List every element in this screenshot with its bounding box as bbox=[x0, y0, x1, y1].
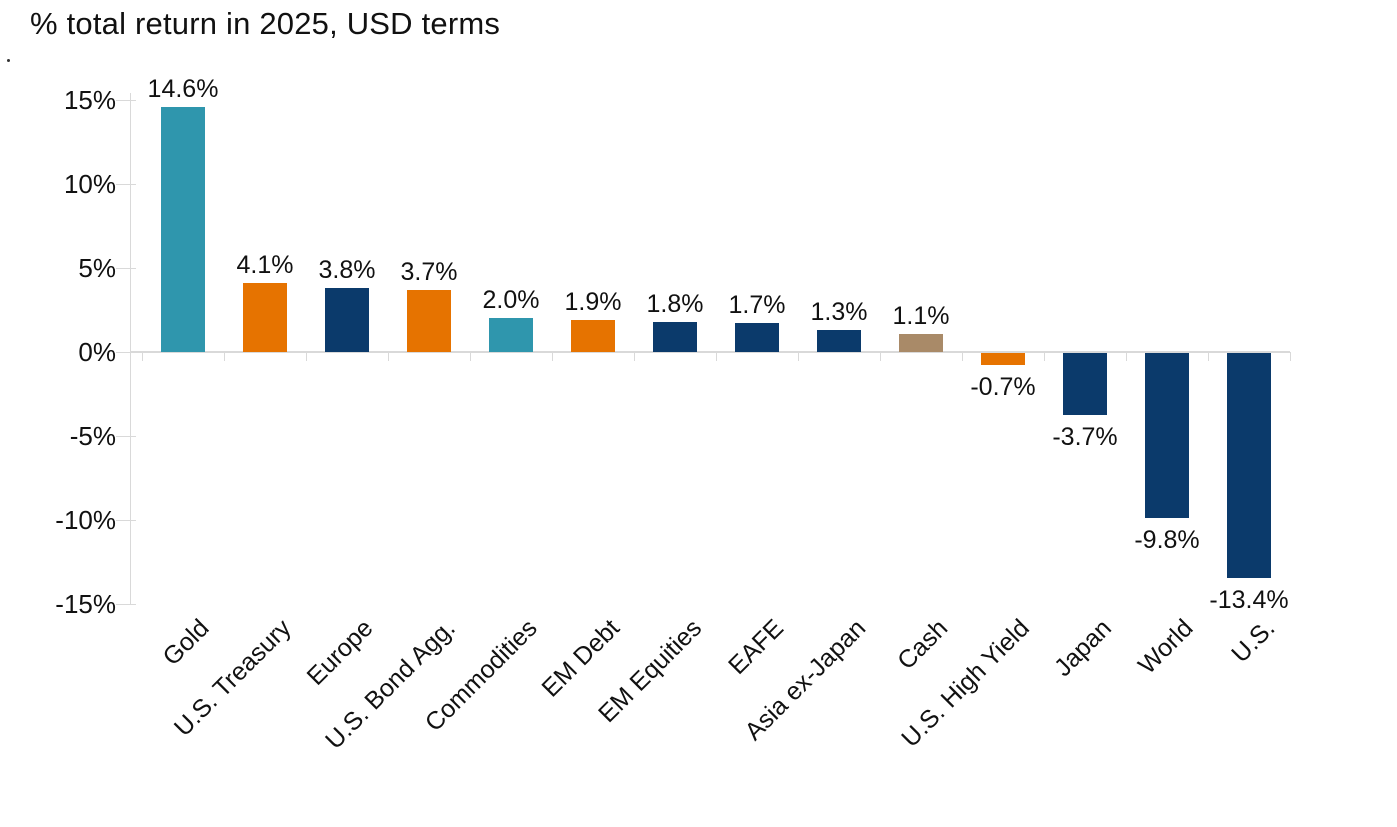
x-axis-label-eafe: EAFE bbox=[722, 614, 789, 680]
bar-japan bbox=[1063, 353, 1107, 416]
bar-world bbox=[1145, 353, 1189, 518]
x-axis-label-gold: Gold bbox=[157, 614, 215, 672]
bar-value-label: 1.3% bbox=[810, 298, 868, 327]
x-axis-tick bbox=[1126, 352, 1127, 361]
bar-value-label: -0.7% bbox=[970, 372, 1036, 401]
bar-value-label: 1.8% bbox=[646, 289, 704, 318]
bar-value-label: 1.9% bbox=[564, 288, 622, 317]
y-axis-tick bbox=[116, 352, 136, 353]
bar-u-s-high-yield bbox=[981, 353, 1025, 365]
bar-commodities bbox=[489, 318, 533, 352]
y-axis-tick-label: -10% bbox=[55, 505, 116, 535]
y-axis-tick-label: -5% bbox=[69, 421, 116, 451]
y-axis-tick-label: 5% bbox=[78, 253, 116, 283]
x-axis-tick bbox=[798, 352, 799, 361]
chart-title: % total return in 2025, USD terms bbox=[30, 6, 501, 41]
x-axis-tick bbox=[1290, 352, 1291, 361]
bar-u-s-treasury bbox=[243, 283, 287, 352]
x-axis-tick bbox=[552, 352, 553, 361]
y-axis-tick-label: -15% bbox=[55, 589, 116, 619]
x-axis-tick bbox=[1208, 352, 1209, 361]
y-axis-tick bbox=[116, 436, 136, 437]
x-axis-label-europe: Europe bbox=[301, 614, 379, 691]
bar-em-debt bbox=[571, 320, 615, 352]
bar-eafe bbox=[735, 323, 779, 352]
bar-cash bbox=[899, 333, 943, 352]
bar-em-equities bbox=[653, 321, 697, 352]
bar-u-s-bond-agg bbox=[407, 289, 451, 352]
bar-value-label: -13.4% bbox=[1209, 586, 1289, 615]
y-axis-line bbox=[130, 93, 131, 604]
x-axis-tick bbox=[962, 352, 963, 361]
x-axis-tick bbox=[716, 352, 717, 361]
x-axis-tick bbox=[1044, 352, 1045, 361]
x-axis-tick bbox=[470, 352, 471, 361]
bar-value-label: 3.8% bbox=[318, 256, 376, 285]
bar-u-s bbox=[1227, 353, 1271, 579]
y-axis-tick-label: 10% bbox=[63, 169, 116, 199]
y-axis-tick-label: 0% bbox=[78, 337, 116, 367]
y-axis-tick bbox=[116, 268, 136, 269]
stray-period-mark bbox=[7, 59, 10, 62]
bar-value-label: 1.7% bbox=[728, 291, 786, 320]
x-axis-tick bbox=[306, 352, 307, 361]
y-axis-tick-label: 15% bbox=[63, 85, 116, 115]
y-axis-tick bbox=[116, 184, 136, 185]
x-axis-baseline bbox=[130, 351, 1290, 353]
y-axis-tick bbox=[116, 520, 136, 521]
x-axis-tick bbox=[142, 352, 143, 361]
x-axis-label-japan: Japan bbox=[1048, 614, 1117, 682]
bar-value-label: 3.7% bbox=[400, 257, 458, 286]
x-axis-label-world: World bbox=[1133, 614, 1199, 680]
bar-europe bbox=[325, 288, 369, 352]
x-axis-label-u-s: U.S. bbox=[1226, 614, 1281, 669]
bar-value-label: 14.6% bbox=[147, 74, 219, 103]
x-axis-label-cash: Cash bbox=[891, 614, 953, 676]
bar-value-label: -3.7% bbox=[1052, 423, 1118, 452]
bar-asia-ex-japan bbox=[817, 330, 861, 352]
bar-value-label: -9.8% bbox=[1134, 525, 1200, 554]
y-axis-tick bbox=[116, 100, 136, 101]
x-axis-tick bbox=[388, 352, 389, 361]
bar-value-label: 1.1% bbox=[892, 301, 950, 330]
bar-gold bbox=[161, 106, 205, 352]
x-axis-tick bbox=[634, 352, 635, 361]
x-axis-tick bbox=[880, 352, 881, 361]
y-axis-tick bbox=[116, 604, 136, 605]
bar-value-label: 2.0% bbox=[482, 286, 540, 315]
bar-value-label: 4.1% bbox=[236, 251, 294, 280]
x-axis-tick bbox=[224, 352, 225, 361]
